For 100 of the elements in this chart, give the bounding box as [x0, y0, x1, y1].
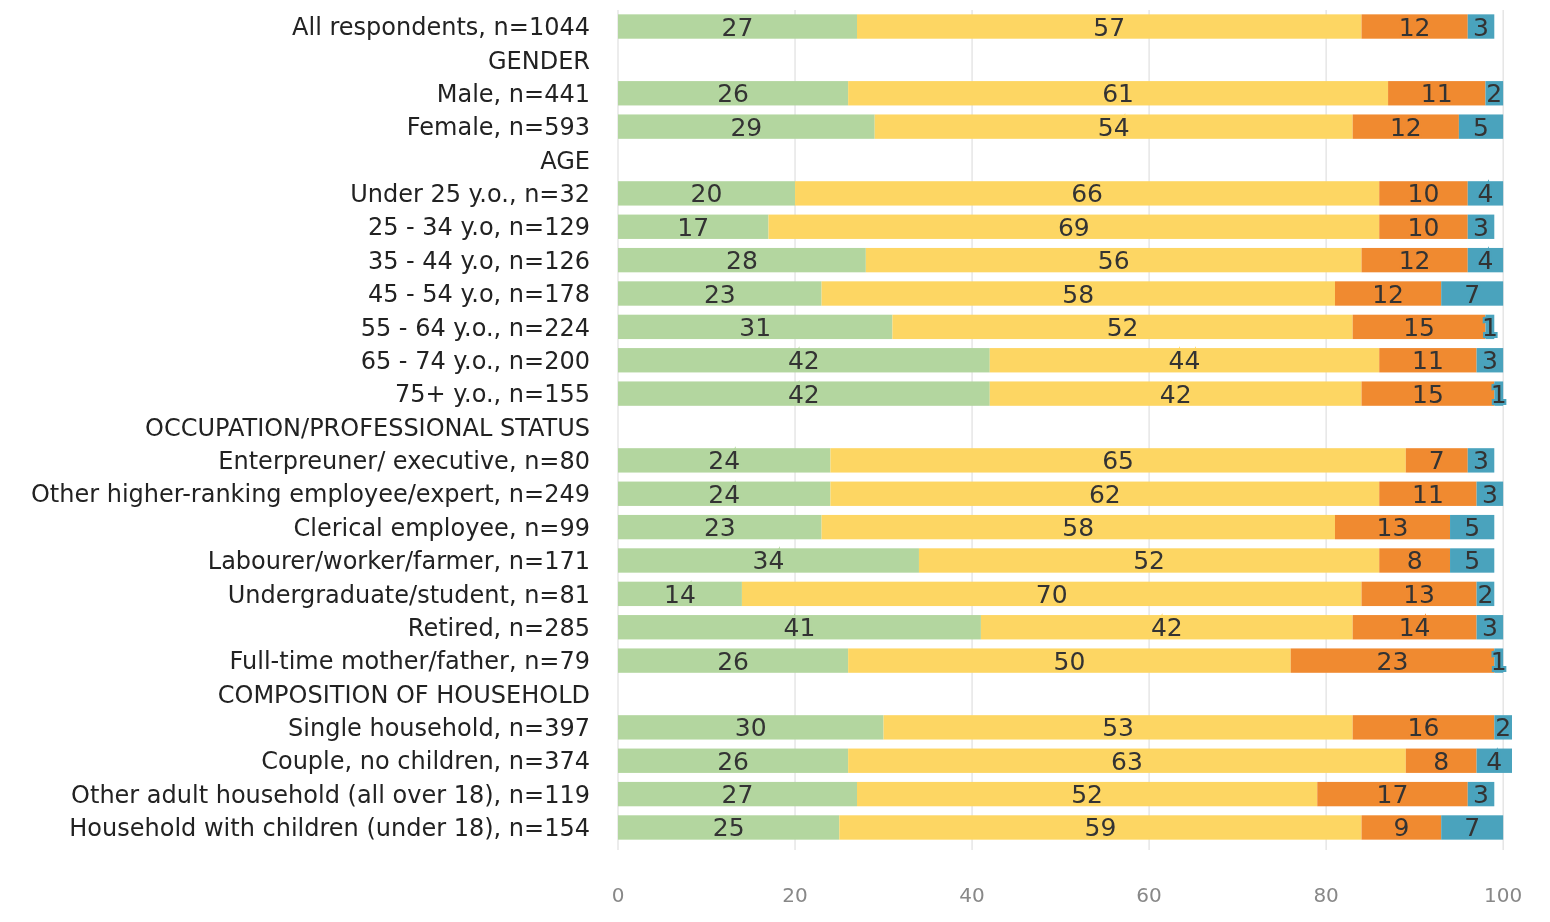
bar	[618, 448, 831, 473]
y-tick-label: Undergraduate/student, n=81	[227, 580, 590, 609]
data-label: 25	[712, 813, 745, 843]
data-label: 42	[1150, 613, 1183, 643]
data-label: 44	[1168, 346, 1201, 376]
y-tick-label: Under 25 y.o., n=32	[350, 180, 590, 209]
data-label: 3	[1473, 780, 1489, 810]
y-tick-label: OCCUPATION/PROFESSIONAL STATUS	[145, 413, 590, 442]
bar	[618, 715, 884, 740]
data-label: 69	[1057, 212, 1090, 242]
data-label: 16	[1407, 713, 1440, 743]
data-label: 23	[1376, 646, 1409, 676]
data-label: 12	[1389, 112, 1422, 142]
data-label: 11	[1412, 346, 1444, 376]
y-tick-label: Other higher-ranking employee/expert, n=249	[30, 480, 590, 509]
data-label: 15	[1412, 379, 1444, 409]
data-label: 7	[1428, 446, 1445, 476]
y-tick-label: Single household, n=397	[288, 714, 590, 742]
data-label: 15	[1403, 312, 1435, 342]
y-tick-label: 65 - 74 y.o., n=200	[360, 346, 590, 375]
data-label: 52	[1133, 546, 1165, 576]
data-label: 13	[1376, 513, 1409, 543]
data-label: 70	[1035, 579, 1068, 609]
data-label: 8	[1406, 546, 1423, 576]
data-label: 53	[1102, 713, 1135, 743]
bar	[830, 448, 1406, 473]
data-label: 9	[1393, 813, 1410, 843]
data-label: 58	[1062, 513, 1095, 543]
data-label: 31	[739, 312, 772, 342]
bar	[618, 381, 990, 406]
data-label: 59	[1084, 813, 1117, 843]
data-label: 17	[1376, 780, 1409, 810]
data-label: 4	[1477, 179, 1494, 209]
bar	[618, 548, 919, 573]
data-label: 12	[1398, 246, 1431, 276]
bar	[883, 715, 1353, 740]
data-label: 56	[1097, 246, 1130, 276]
data-label: 65	[1102, 446, 1135, 476]
data-label: 12	[1398, 12, 1431, 42]
bar	[618, 314, 893, 340]
x-tick-label: 40	[959, 883, 985, 907]
y-tick-label: Labourer/worker/farmer, n=171	[207, 547, 590, 576]
data-label: 62	[1088, 479, 1121, 509]
x-tick-label: 20	[782, 883, 808, 907]
data-label: 3	[1481, 613, 1498, 643]
data-label: 11	[1412, 479, 1444, 509]
x-tick-label: 80	[1313, 883, 1339, 907]
data-label: 63	[1111, 746, 1143, 776]
data-label: 57	[1093, 12, 1126, 42]
y-tick-label: Female, n=593	[406, 113, 590, 142]
data-label: 61	[1102, 79, 1135, 109]
data-label: 26	[717, 646, 749, 676]
bar	[848, 648, 1291, 673]
y-tick-label: AGE	[540, 146, 590, 175]
data-label: 5	[1464, 513, 1481, 543]
bar	[839, 815, 1362, 840]
data-label: 2	[1486, 79, 1503, 109]
data-label: 2	[1495, 713, 1512, 743]
data-label: 5	[1464, 546, 1481, 576]
data-label: 66	[1071, 179, 1104, 209]
data-label: 29	[730, 112, 763, 142]
data-label: 27	[721, 12, 754, 42]
data-label: 7	[1464, 813, 1481, 843]
data-label: 10	[1407, 212, 1440, 242]
x-tick-label: 0	[611, 883, 625, 907]
bar	[848, 81, 1389, 106]
data-label: 54	[1097, 112, 1130, 142]
y-tick-label: 75+ y.o., n=155	[395, 380, 590, 409]
x-tick-label: 100	[1484, 883, 1523, 907]
data-label: 50	[1053, 646, 1086, 676]
data-label: 10	[1407, 179, 1440, 209]
bar	[618, 114, 875, 139]
data-label: 42	[1159, 379, 1192, 409]
data-label: 7	[1464, 279, 1481, 309]
data-label: 3	[1481, 479, 1498, 509]
data-label: 27	[721, 780, 754, 810]
y-tick-label: Male, n=441	[436, 79, 590, 108]
data-label: 3	[1473, 12, 1489, 42]
data-label: 17	[677, 212, 710, 242]
bar	[856, 14, 1362, 39]
data-label: 3	[1473, 446, 1489, 476]
data-label: 26	[717, 746, 749, 776]
bar	[989, 348, 1380, 373]
y-tick-label: 25 - 34 y.o, n=129	[367, 213, 590, 242]
bar	[618, 615, 981, 640]
x-tick-label: 60	[1136, 883, 1162, 907]
data-label: 20	[690, 179, 723, 209]
y-tick-label: 55 - 64 y.o., n=224	[360, 313, 590, 342]
y-tick-label: Couple, no children, n=374	[261, 747, 590, 776]
data-label: 41	[783, 613, 816, 643]
data-label: 23	[703, 513, 736, 543]
data-label: 52	[1071, 780, 1104, 810]
data-label: 5	[1473, 112, 1489, 142]
data-label: 52	[1106, 312, 1139, 342]
bar	[795, 181, 1380, 206]
bar	[618, 648, 849, 673]
bar	[830, 481, 1380, 506]
bar	[768, 214, 1380, 239]
bar	[618, 348, 990, 373]
bar	[865, 247, 1362, 273]
